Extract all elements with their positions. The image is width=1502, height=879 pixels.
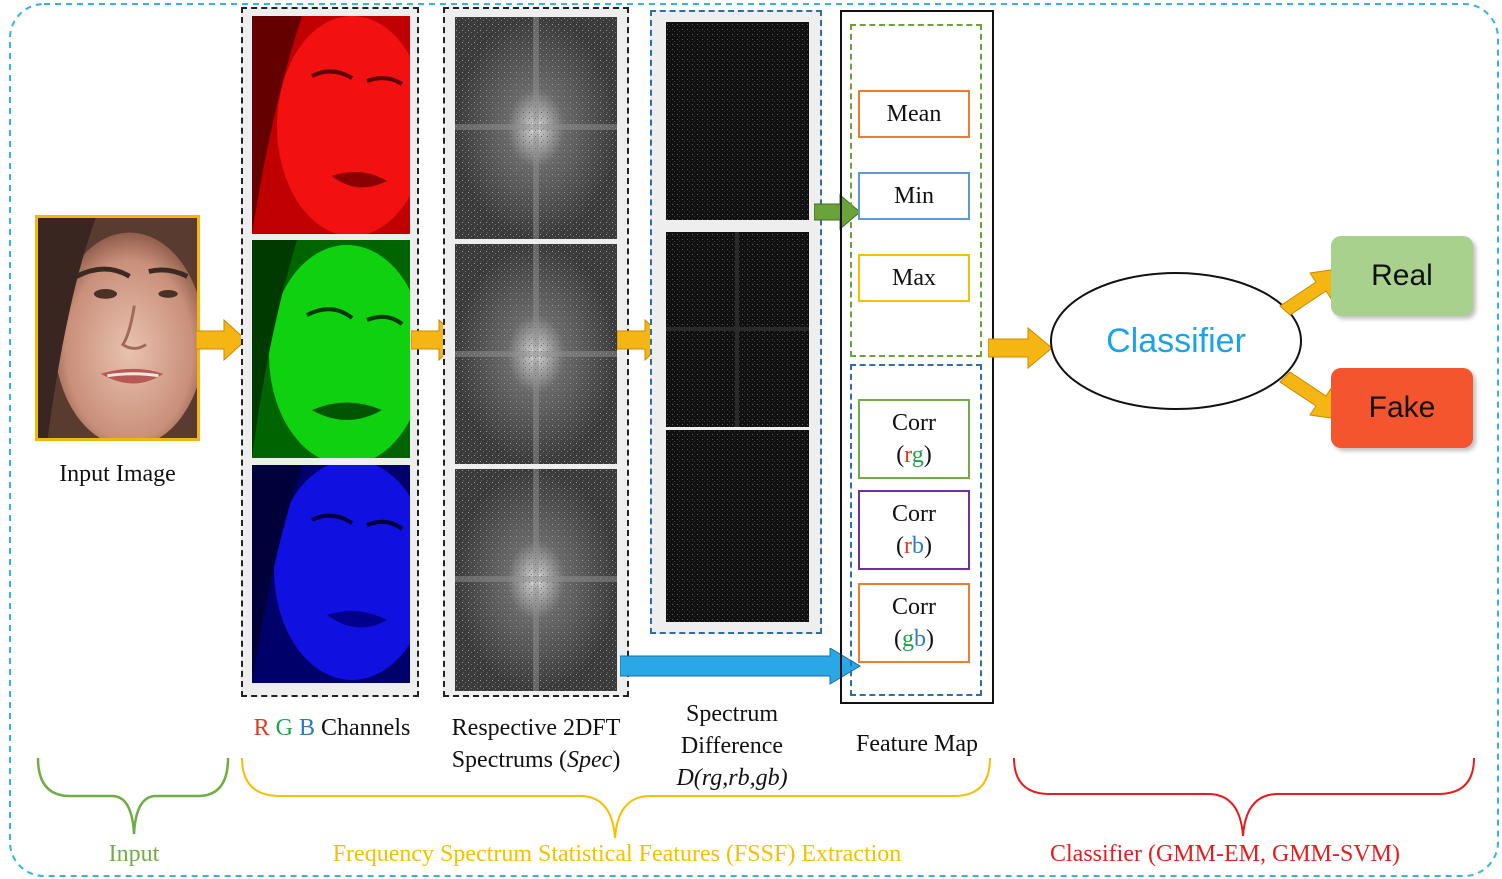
- spectrums-label-line2: Spectrums (Spec): [451, 747, 621, 773]
- section-input-label: Input: [108, 841, 160, 867]
- output-fake: Fake: [1331, 368, 1473, 448]
- arrow-classifier-to-fake: [1279, 371, 1345, 421]
- feature-corr-rb: Corr (rb): [858, 490, 970, 570]
- difference-images: [666, 22, 809, 622]
- classifier-ellipse: [1050, 272, 1302, 410]
- correlation-group-box: [850, 364, 982, 696]
- input-brace: [36, 757, 230, 835]
- output-real: Real: [1331, 236, 1473, 316]
- feature-map-label: Feature Map: [856, 731, 978, 757]
- channels-word: Channels: [315, 715, 411, 741]
- arrow-difference-to-correlations: [620, 648, 861, 685]
- spectrums-label: Respective 2DFT Spectrums (Spec): [425, 712, 647, 776]
- difference-label-line2: Difference: [680, 733, 784, 759]
- section-classifier-label: Classifier (GMM-EM, GMM-SVM): [1050, 841, 1400, 867]
- feature-min: Min: [858, 172, 970, 220]
- fssf-brace: [241, 757, 991, 839]
- feature-max: Max: [858, 254, 970, 302]
- difference-label: Spectrum Difference D(rg,rb,gb): [640, 698, 824, 794]
- arrow-input-to-channels: [196, 318, 247, 362]
- arrow-features-to-classifier: [988, 326, 1053, 370]
- feature-corr-gb: Corr (gb): [858, 583, 970, 663]
- feature-corr-rg: Corr (rg): [858, 399, 970, 479]
- spectrum-images: [455, 17, 617, 691]
- channel-g-letter: G: [275, 715, 293, 741]
- red-channel-image: [252, 16, 410, 234]
- stats-group-box: [850, 24, 982, 357]
- feature-mean: Mean: [858, 90, 970, 138]
- green-channel-image: [252, 240, 410, 458]
- spectrums-label-line1: Respective 2DFT: [451, 715, 621, 741]
- output-real-label: Real: [1371, 259, 1433, 292]
- rgb-channels-label: R G B Channels: [232, 712, 432, 744]
- classifier-brace: [1013, 757, 1475, 837]
- blue-channel-image: [252, 465, 410, 683]
- difference-label-line1: Spectrum: [686, 701, 778, 727]
- input-image: [35, 215, 200, 441]
- channel-r-letter: R: [253, 715, 270, 741]
- section-fssf-label: Frequency Spectrum Statistical Features …: [332, 841, 902, 867]
- difference-label-line3: D(rg,rb,gb): [676, 765, 788, 791]
- output-fake-label: Fake: [1368, 391, 1436, 424]
- input-image-label: Input Image: [59, 461, 176, 487]
- classifier-title: Classifier: [1106, 322, 1246, 360]
- channel-b-letter: B: [299, 715, 316, 741]
- section-braces: [36, 757, 1475, 839]
